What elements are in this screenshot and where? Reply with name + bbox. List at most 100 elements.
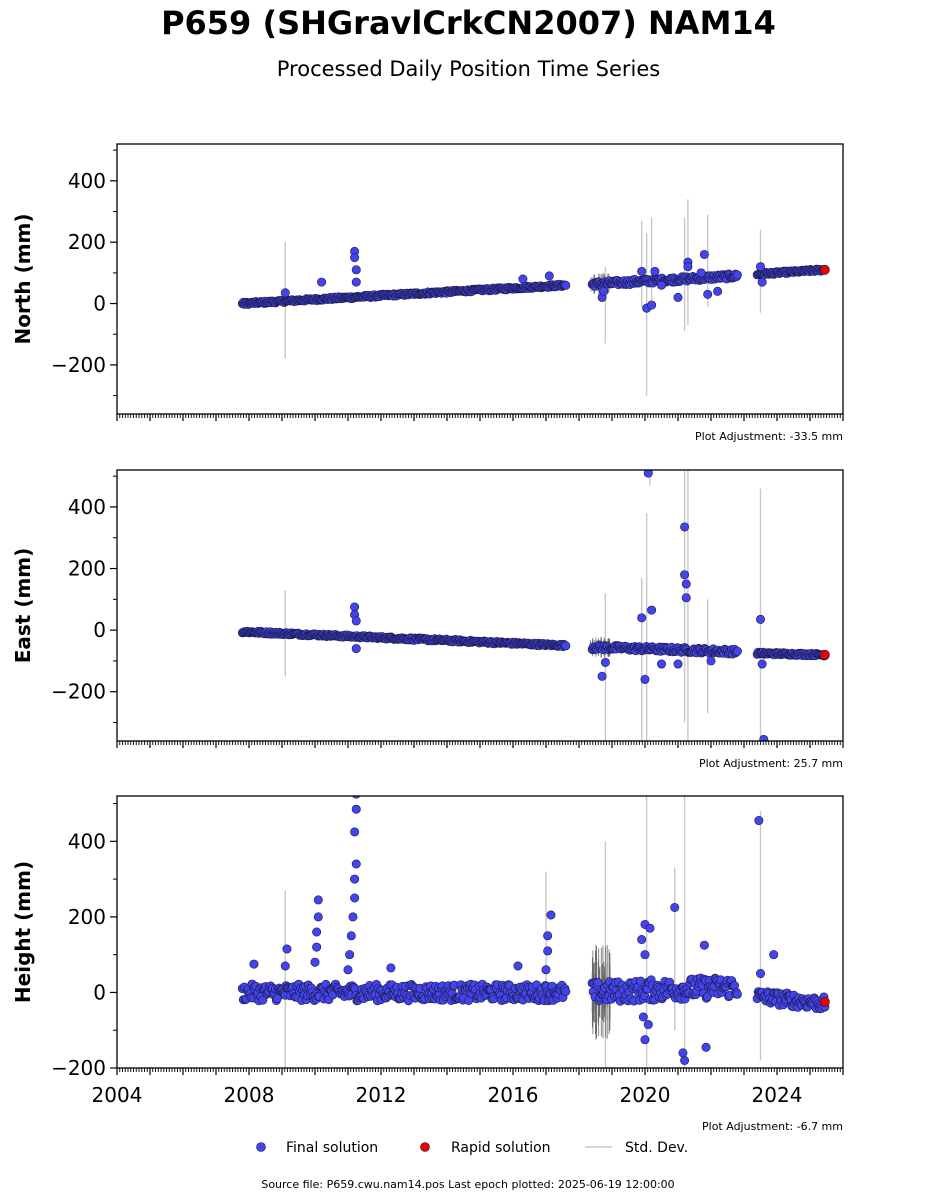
final-point	[249, 959, 259, 969]
y-tick-label: 400	[68, 169, 106, 193]
y-tick-label: 400	[68, 495, 106, 519]
final-point	[754, 816, 764, 826]
x-tick-label: 2024	[752, 1083, 803, 1107]
final-point	[597, 671, 607, 681]
final-point	[732, 989, 742, 999]
y-tick-label: 200	[68, 230, 106, 254]
final-point	[650, 266, 660, 276]
final-point	[732, 270, 742, 280]
final-point	[280, 961, 290, 971]
final-point	[351, 616, 361, 626]
final-point	[755, 262, 765, 272]
final-point	[670, 902, 680, 912]
final-point	[680, 1055, 690, 1065]
y-axis-label: North (mm)	[11, 213, 35, 344]
rapid-point	[819, 264, 830, 275]
final-point	[350, 602, 360, 612]
final-point	[638, 1012, 648, 1022]
legend: Final solution Rapid solution Std. Dev.	[256, 1140, 688, 1156]
final-point	[699, 940, 709, 950]
y-tick-label: −200	[51, 680, 106, 704]
chart-title: P659 (SHGravlCrkCN2007) NAM14	[161, 4, 776, 42]
final-point	[656, 280, 666, 290]
final-point	[272, 993, 282, 1003]
final-point	[681, 579, 691, 589]
final-point	[351, 277, 361, 287]
x-tick-label: 2008	[224, 1083, 275, 1107]
final-point	[678, 1048, 688, 1058]
y-tick-label: −200	[51, 1056, 106, 1080]
final-point	[699, 249, 709, 259]
final-point	[518, 274, 528, 284]
final-point	[513, 961, 523, 971]
final-point	[313, 912, 323, 922]
plot-adjustment: Plot Adjustment: -6.7 mm	[702, 1120, 843, 1133]
final-point	[282, 944, 292, 954]
y-tick-label: 200	[68, 557, 106, 581]
final-point	[683, 262, 693, 272]
panel-1: −200 0 200 400 East (mm) Plot Adjustment: 25.…	[11, 469, 844, 770]
x-tick-label: 2020	[620, 1083, 671, 1107]
final-point	[755, 969, 765, 979]
plot-adjustment: Plot Adjustment: -33.5 mm	[695, 430, 843, 443]
y-tick-label: 0	[93, 980, 106, 1004]
final-point	[680, 522, 690, 532]
y-tick-label: 0	[93, 292, 106, 316]
final-point	[703, 289, 713, 299]
final-point	[593, 977, 603, 987]
panel-0: −200 0 200 400 North (mm) Plot Adjustment: -3…	[11, 143, 844, 443]
final-point	[640, 674, 650, 684]
final-point	[541, 965, 551, 975]
final-point	[561, 986, 571, 996]
final-point	[637, 935, 647, 945]
final-point	[769, 950, 779, 960]
final-point	[757, 277, 767, 287]
final-point	[313, 895, 323, 905]
final-point	[350, 827, 360, 837]
final-point	[351, 804, 361, 814]
final-point	[343, 965, 353, 975]
final-point	[348, 912, 358, 922]
final-point	[673, 292, 683, 302]
final-point	[543, 946, 553, 956]
final-point	[280, 288, 290, 298]
final-point	[640, 950, 650, 960]
y-axis-label: Height (mm)	[11, 861, 35, 1003]
final-point	[351, 265, 361, 275]
final-point	[647, 300, 657, 310]
final-point	[656, 659, 666, 669]
final-point	[759, 734, 769, 741]
y-tick-label: 0	[93, 618, 106, 642]
x-tick-label: 2016	[488, 1083, 539, 1107]
final-point	[544, 271, 554, 281]
y-tick-label: 200	[68, 905, 106, 929]
x-tick-label: 2012	[356, 1083, 407, 1107]
panel-data	[237, 796, 830, 1068]
final-point	[346, 931, 356, 941]
legend-final-label: Final solution	[286, 1140, 378, 1156]
rapid-point	[819, 996, 830, 1007]
final-point	[351, 859, 361, 869]
final-point	[350, 874, 360, 884]
panel-data	[237, 470, 830, 741]
final-point	[352, 796, 361, 799]
final-point	[312, 927, 322, 937]
final-point	[696, 268, 706, 278]
chart-subtitle: Processed Daily Position Time Series	[276, 57, 661, 81]
final-point	[755, 614, 765, 624]
x-tick-label: 2004	[92, 1083, 143, 1107]
legend-rapid-marker	[420, 1142, 430, 1152]
final-point	[713, 286, 723, 296]
plot-adjustment: Plot Adjustment: 25.7 mm	[699, 757, 843, 770]
final-point	[637, 613, 647, 623]
final-point	[643, 470, 653, 478]
final-point	[312, 942, 322, 952]
final-point	[645, 923, 655, 933]
rapid-point	[819, 649, 830, 660]
final-point	[681, 593, 691, 603]
legend-final-marker	[256, 1142, 266, 1152]
final-point	[350, 253, 360, 263]
y-axis-label: East (mm)	[11, 548, 35, 664]
final-point	[546, 910, 556, 920]
